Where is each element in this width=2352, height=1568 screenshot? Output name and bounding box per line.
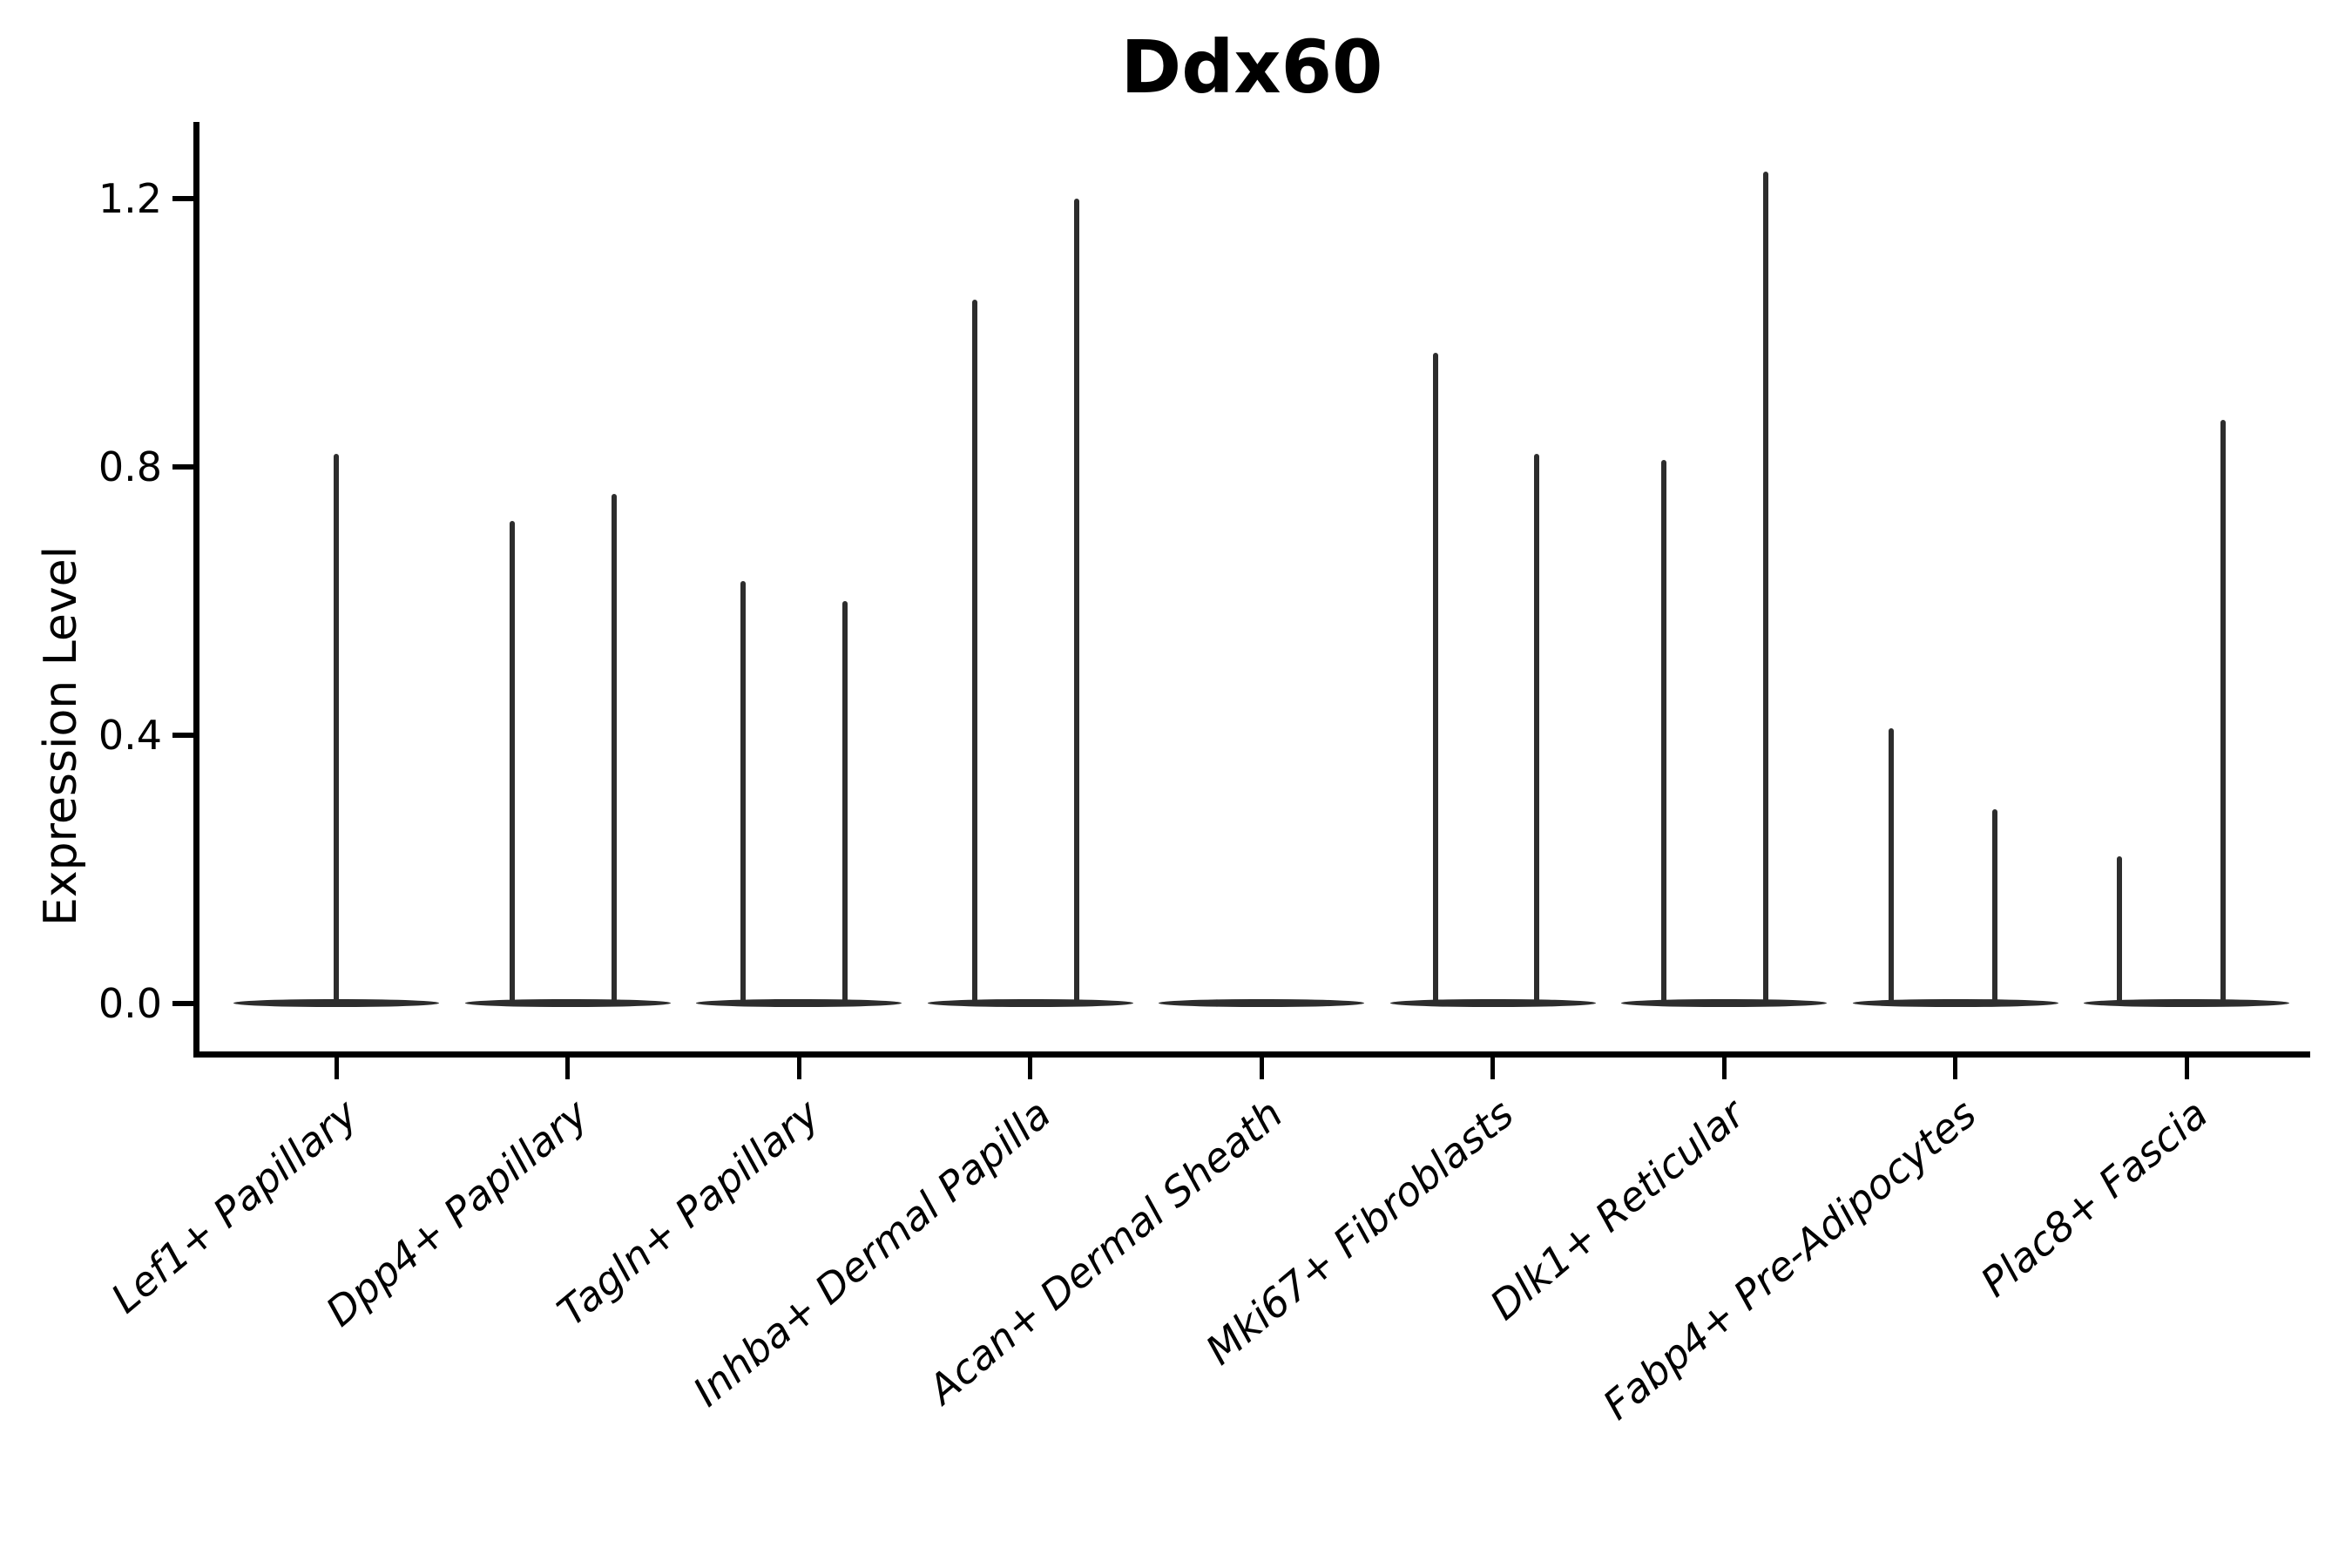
violin-spike <box>1533 453 1539 1004</box>
y-tick <box>172 464 193 470</box>
violin-spike <box>1073 199 1079 1004</box>
y-tick-label: 0.8 <box>98 443 162 490</box>
violin-spike <box>509 520 515 1004</box>
x-tick <box>565 1058 570 1079</box>
violin-body <box>1389 999 1596 1007</box>
violin-body <box>1159 999 1364 1007</box>
x-tick <box>334 1058 339 1079</box>
violin-spike <box>1661 460 1666 1004</box>
x-tick <box>796 1058 801 1079</box>
x-tick <box>1490 1058 1495 1079</box>
violin-spike <box>2220 420 2226 1004</box>
violin-body <box>1621 999 1827 1007</box>
violin-spike <box>1763 172 1768 1004</box>
violin-spike <box>2117 855 2122 1004</box>
violin-body <box>464 999 671 1007</box>
violin-spike <box>334 453 339 1004</box>
violin-spike <box>611 493 617 1004</box>
violin-body <box>927 999 1133 1007</box>
violin-body <box>696 999 902 1007</box>
violin-body <box>2084 999 2289 1007</box>
y-tick <box>172 196 193 201</box>
y-axis-spine <box>193 122 199 1058</box>
category-label: Plac8+ Fascia <box>1971 1090 2217 1307</box>
y-tick-label: 1.2 <box>98 175 162 222</box>
violin-spike <box>1991 808 1997 1004</box>
violin-spike <box>740 580 746 1004</box>
x-tick <box>1721 1058 1727 1079</box>
x-tick <box>2184 1058 2189 1079</box>
chart-title: Ddx60 <box>1120 24 1383 110</box>
category-label: Fabp4+ Pre-Adipocytes <box>1593 1090 1985 1429</box>
y-tick-label: 0.0 <box>98 980 162 1027</box>
x-axis-spine <box>193 1051 2310 1058</box>
x-tick <box>1028 1058 1032 1079</box>
y-tick <box>172 1001 193 1006</box>
x-tick <box>1259 1058 1264 1079</box>
violin-spike <box>1888 728 1894 1004</box>
violin-spike <box>1432 353 1438 1004</box>
violin-spike <box>842 601 848 1004</box>
violin-body <box>1852 999 2058 1007</box>
x-tick <box>1953 1058 1957 1079</box>
y-tick <box>172 733 193 738</box>
category-label: Lef1+ Papillary <box>101 1090 367 1322</box>
violin-spike <box>971 299 977 1004</box>
y-tick-label: 0.4 <box>98 712 162 759</box>
